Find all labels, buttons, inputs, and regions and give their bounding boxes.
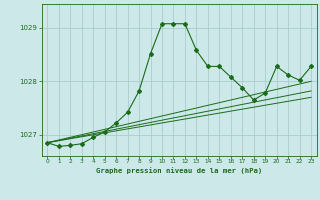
X-axis label: Graphe pression niveau de la mer (hPa): Graphe pression niveau de la mer (hPa) — [96, 167, 262, 174]
